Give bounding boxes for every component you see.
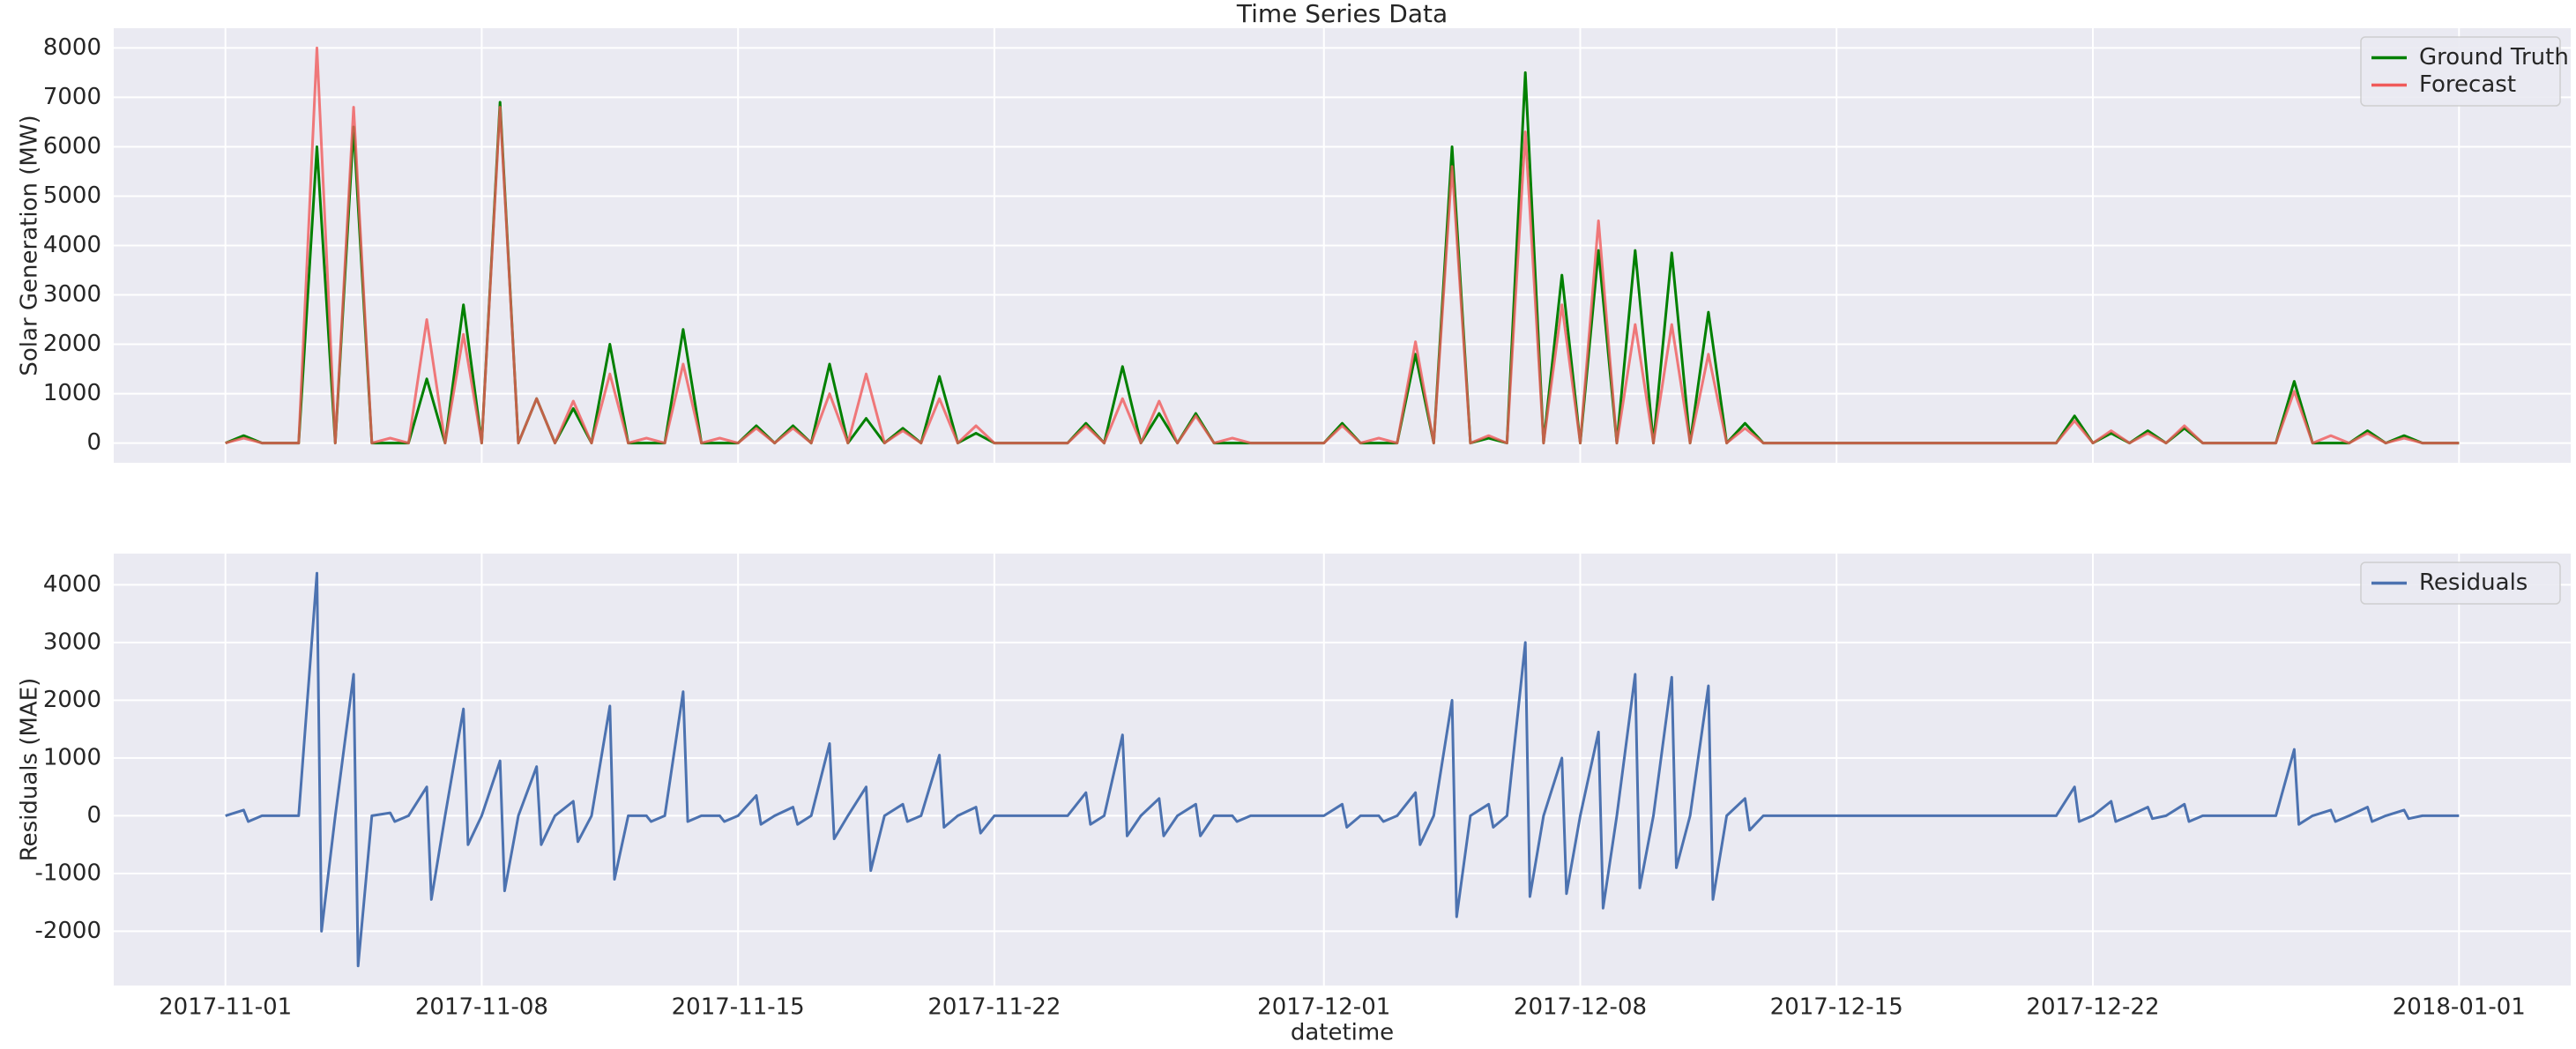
chart-title: Time Series Data — [1236, 0, 1448, 28]
x-tick-label: 2017-11-15 — [672, 994, 805, 1021]
x-tick-label: 2017-12-08 — [1514, 994, 1647, 1021]
y-tick-label: 5000 — [43, 182, 101, 209]
x-tick-label: 2017-12-15 — [1770, 994, 1903, 1021]
legend-box — [2360, 36, 2561, 107]
x-tick-label: 2017-12-01 — [1257, 994, 1390, 1021]
y-tick-label: 1000 — [43, 744, 101, 770]
y-tick-label: 3000 — [43, 629, 101, 655]
x-tick-label: 2017-11-01 — [159, 994, 292, 1021]
legend-label: Forecast — [2419, 71, 2516, 98]
y-tick-label: 4000 — [43, 571, 101, 598]
x-tick-label: 2017-11-22 — [927, 994, 1061, 1021]
y-axis-label: Solar Generation (MW) — [17, 115, 43, 376]
legend-label: Residuals — [2419, 569, 2528, 596]
x-tick-label: 2017-12-22 — [2026, 994, 2159, 1021]
y-tick-label: 7000 — [43, 84, 101, 110]
x-axis-label: datetime — [1291, 1020, 1394, 1046]
y-tick-label: -1000 — [34, 859, 101, 886]
legend: Residuals — [2360, 562, 2561, 605]
plot-area — [114, 554, 2571, 986]
y-tick-label: 8000 — [43, 34, 101, 61]
x-tick-label: 2017-11-08 — [415, 994, 548, 1021]
y-tick-label: 0 — [86, 429, 101, 456]
y-tick-label: 2000 — [43, 331, 101, 357]
y-tick-label: 2000 — [43, 687, 101, 713]
y-tick-label: 1000 — [43, 380, 101, 406]
legend-label: Ground Truth — [2419, 44, 2569, 71]
legend-box — [2360, 562, 2561, 605]
y-tick-label: -2000 — [34, 918, 101, 944]
y-tick-label: 0 — [86, 802, 101, 829]
y-axis-label: Residuals (MAE) — [17, 678, 43, 862]
x-tick-label: 2018-01-01 — [2393, 994, 2526, 1021]
y-tick-label: 3000 — [43, 281, 101, 308]
y-tick-label: 6000 — [43, 133, 101, 160]
series-line — [225, 46, 2460, 445]
series-line — [225, 571, 2460, 968]
y-tick-label: 4000 — [43, 232, 101, 258]
